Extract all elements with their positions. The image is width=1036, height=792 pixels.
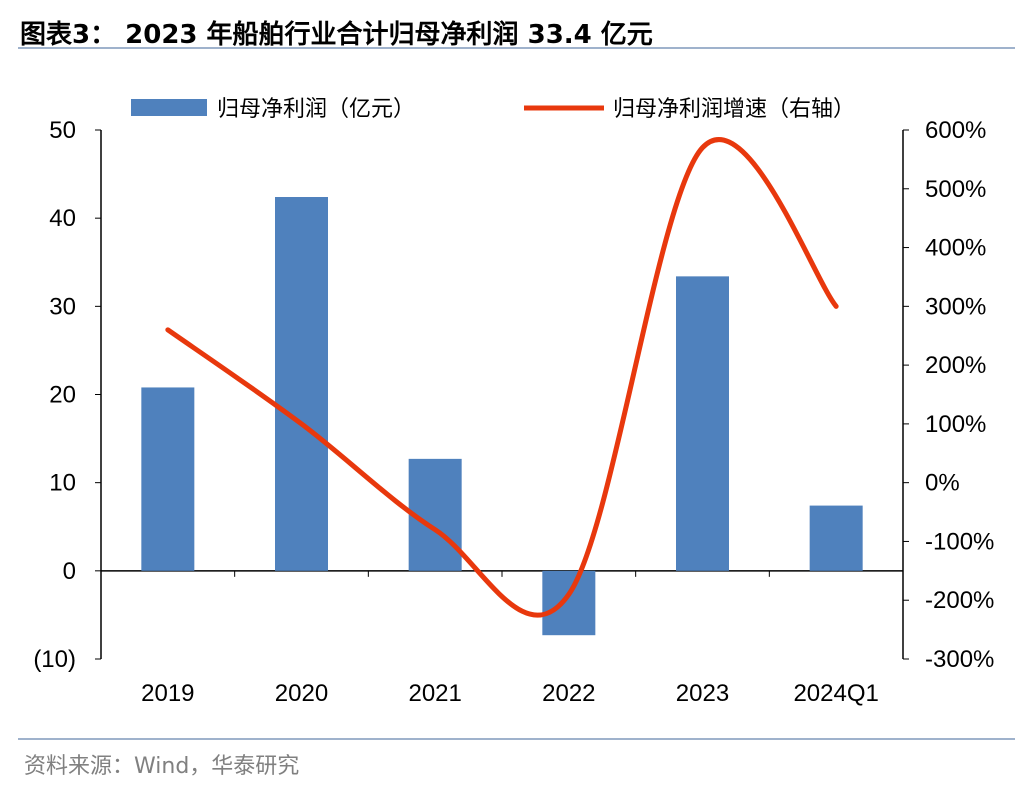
x-tick-label: 2023 bbox=[676, 680, 729, 707]
growth-point-2023 bbox=[702, 147, 703, 149]
title-divider bbox=[18, 47, 1015, 49]
bar-2024Q1 bbox=[809, 505, 863, 571]
right-tick-label: 0% bbox=[925, 470, 960, 497]
left-tick-label: 50 bbox=[49, 117, 76, 144]
x-tick-label: 2024Q1 bbox=[793, 680, 878, 707]
growth-point-2022 bbox=[568, 593, 570, 595]
bar-2022 bbox=[542, 570, 596, 636]
tick-labels: (10) 0 10 20 30 40 50 -300% -200% -100% 0% 100% 200%… bbox=[33, 117, 994, 707]
bar-series bbox=[141, 197, 863, 636]
growth-line bbox=[165, 137, 839, 618]
x-tick-label: 2021 bbox=[408, 680, 461, 707]
right-tick-label: -100% bbox=[925, 528, 994, 555]
left-tick-label: 20 bbox=[49, 382, 76, 409]
growth-point-2019 bbox=[167, 329, 169, 331]
right-tick-label: 300% bbox=[925, 293, 986, 320]
x-tick-label: 2020 bbox=[275, 680, 328, 707]
x-tick-label: 2022 bbox=[542, 680, 595, 707]
legend: 归母净利润（亿元） 归母净利润增速（右轴） bbox=[131, 97, 855, 122]
line-series bbox=[165, 137, 839, 618]
left-tick-label: 40 bbox=[49, 205, 76, 232]
left-tick-label: (10) bbox=[33, 646, 76, 673]
growth-point-2024Q1 bbox=[835, 305, 837, 307]
chart-title: 图表3： 2023 年船舶行业合计归母净利润 33.4 亿元 bbox=[20, 20, 653, 50]
right-tick-label: 600% bbox=[925, 117, 986, 144]
right-tick-label: 200% bbox=[925, 352, 986, 379]
axes bbox=[95, 129, 909, 660]
source-note: 资料来源：Wind，华泰研究 bbox=[24, 754, 300, 779]
left-tick-label: 10 bbox=[49, 470, 76, 497]
right-tick-label: 500% bbox=[925, 176, 986, 203]
legend-line-label: 归母净利润增速（右轴） bbox=[613, 97, 855, 122]
left-tick-label: 30 bbox=[49, 293, 76, 320]
right-tick-label: -300% bbox=[925, 646, 994, 673]
right-tick-label: -200% bbox=[925, 587, 994, 614]
left-tick-label: 0 bbox=[63, 558, 76, 585]
growth-point-2021 bbox=[434, 529, 436, 531]
bar-2019 bbox=[141, 387, 195, 571]
x-tick-label: 2019 bbox=[141, 680, 194, 707]
footer-divider bbox=[18, 738, 1015, 740]
legend-bar-label: 归母净利润（亿元） bbox=[217, 97, 415, 122]
right-tick-label: 100% bbox=[925, 411, 986, 438]
bar-2023 bbox=[676, 276, 729, 571]
bar-2020 bbox=[275, 197, 328, 571]
legend-bar-swatch bbox=[131, 99, 207, 116]
right-tick-label: 400% bbox=[925, 235, 986, 262]
growth-point-2020 bbox=[301, 423, 302, 425]
